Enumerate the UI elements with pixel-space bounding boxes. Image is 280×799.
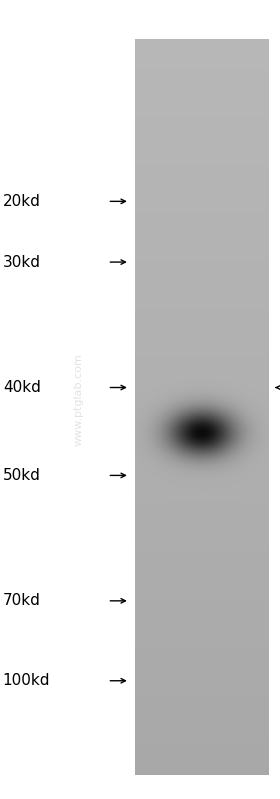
Text: 30kd: 30kd	[3, 255, 41, 269]
Text: 20kd: 20kd	[3, 194, 41, 209]
Text: 50kd: 50kd	[3, 468, 41, 483]
Text: 70kd: 70kd	[3, 594, 41, 608]
Text: 40kd: 40kd	[3, 380, 41, 395]
Text: www.ptglab.com: www.ptglab.com	[73, 353, 83, 446]
Text: 100kd: 100kd	[3, 674, 50, 688]
